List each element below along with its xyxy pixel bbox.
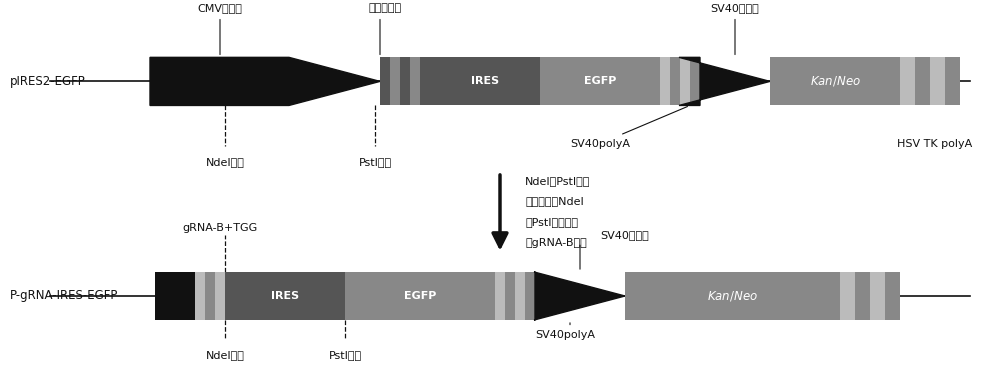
Bar bbox=[670, 57, 680, 105]
Bar bbox=[215, 272, 225, 320]
Bar bbox=[525, 272, 535, 320]
Bar bbox=[945, 57, 960, 105]
Bar bbox=[380, 57, 390, 105]
Bar bbox=[420, 57, 430, 105]
Text: SV40启动子: SV40启动子 bbox=[601, 231, 649, 240]
Bar bbox=[515, 272, 525, 320]
Text: NdeI和PstI双酶: NdeI和PstI双酶 bbox=[525, 176, 590, 186]
Text: P-gRNA-IRES-EGFP: P-gRNA-IRES-EGFP bbox=[10, 289, 118, 303]
Bar bbox=[495, 272, 505, 320]
Text: PstI位点: PstI位点 bbox=[358, 157, 392, 167]
Text: $\it{Kan/Neo}$: $\it{Kan/Neo}$ bbox=[707, 289, 758, 303]
Bar bbox=[930, 57, 945, 105]
Text: EGFP: EGFP bbox=[404, 291, 436, 301]
Text: gRNA-B+TGG: gRNA-B+TGG bbox=[182, 223, 258, 233]
Bar bbox=[430, 57, 540, 105]
Text: 多克隆位点: 多克隆位点 bbox=[368, 3, 402, 13]
Bar bbox=[205, 272, 215, 320]
Bar bbox=[900, 57, 915, 105]
Bar bbox=[840, 272, 855, 320]
Bar bbox=[625, 272, 840, 320]
Polygon shape bbox=[150, 57, 380, 105]
Bar bbox=[400, 57, 410, 105]
Polygon shape bbox=[534, 272, 625, 320]
Bar bbox=[660, 57, 670, 105]
Text: CMV启动子: CMV启动子 bbox=[198, 3, 242, 13]
Bar bbox=[690, 57, 700, 105]
Bar bbox=[410, 57, 420, 105]
Bar bbox=[915, 57, 930, 105]
Text: NdeI位点: NdeI位点 bbox=[206, 157, 244, 167]
Bar bbox=[505, 272, 515, 320]
Bar bbox=[680, 57, 690, 105]
Text: IRES: IRES bbox=[271, 291, 299, 301]
Text: $\it{Kan/Neo}$: $\it{Kan/Neo}$ bbox=[810, 74, 860, 88]
Bar bbox=[195, 272, 205, 320]
Bar bbox=[540, 57, 660, 105]
Bar bbox=[345, 272, 495, 320]
Bar bbox=[225, 272, 345, 320]
Text: pIRES2-EGFP: pIRES2-EGFP bbox=[10, 75, 86, 88]
Text: SV40启动子: SV40启动子 bbox=[711, 3, 759, 13]
Bar bbox=[390, 57, 400, 105]
Bar bbox=[770, 57, 900, 105]
Text: 的gRNA-B连接: 的gRNA-B连接 bbox=[525, 238, 587, 248]
Bar bbox=[885, 272, 900, 320]
Bar bbox=[855, 272, 870, 320]
Polygon shape bbox=[679, 57, 770, 105]
Bar bbox=[155, 272, 195, 320]
Text: NdeI位点: NdeI位点 bbox=[206, 350, 244, 360]
Text: EGFP: EGFP bbox=[584, 76, 616, 87]
Text: SV40polyA: SV40polyA bbox=[570, 139, 630, 149]
Bar bbox=[870, 272, 885, 320]
Text: HSV TK polyA: HSV TK polyA bbox=[897, 139, 973, 149]
Text: SV40polyA: SV40polyA bbox=[535, 330, 595, 340]
Text: 和PstI粘性末端: 和PstI粘性末端 bbox=[525, 217, 578, 227]
Text: PstI位点: PstI位点 bbox=[328, 350, 362, 360]
Text: IRES: IRES bbox=[471, 76, 499, 87]
Text: 切后与具有NdeI: 切后与具有NdeI bbox=[525, 196, 584, 206]
